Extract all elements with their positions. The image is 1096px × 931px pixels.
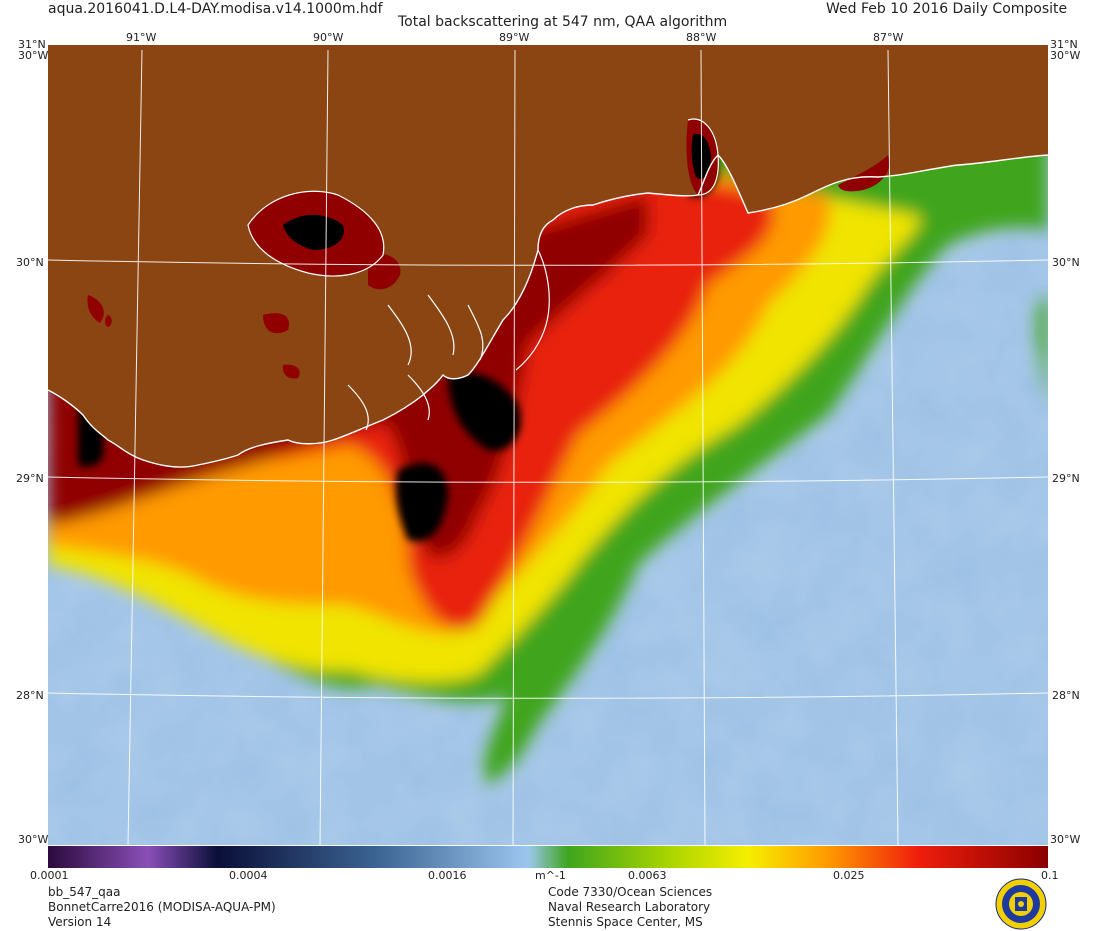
product-title: Total backscattering at 547 nm, QAA algo… [398, 14, 728, 30]
lat-label-29n-right: 29°N [1052, 472, 1080, 485]
institution-code: Code 7330/Ocean Sciences [548, 885, 713, 899]
corner-label-bottom-left: 30°W [18, 833, 49, 846]
colorbar [48, 846, 1048, 868]
lon-label-90w: 90°W [313, 31, 344, 44]
lon-label-88w: 88°W [686, 31, 717, 44]
colorbar-tick-1: 0.0004 [229, 869, 268, 882]
footer-institution: Code 7330/Ocean Sciences Naval Research … [548, 885, 712, 930]
graticule [48, 49, 1048, 845]
nrl-seal-icon [995, 878, 1047, 930]
lon-label-89w: 89°W [499, 31, 530, 44]
institution-location: Stennis Space Center, MS [548, 915, 703, 929]
colorbar-tick-3: 0.0063 [628, 869, 667, 882]
corner-label-top-left: 31°N [18, 38, 46, 51]
corner-label-top-left-lon: 30°W [18, 49, 49, 62]
colorbar-tick-2: 0.0016 [428, 869, 467, 882]
dataset-name: BonnetCarre2016 (MODISA-AQUA-PM) [48, 900, 276, 914]
inland-lakes [87, 119, 890, 379]
lat-label-30n-left: 30°N [16, 256, 44, 269]
marsh-edges [247, 118, 719, 431]
version-label: Version 14 [48, 915, 112, 929]
colorbar-tick-5: 0.1 [1041, 869, 1059, 882]
lat-label-28n-right: 28°N [1052, 689, 1080, 702]
corner-label-bottom-right: 30°W [1050, 833, 1081, 846]
land-mass [48, 45, 1048, 468]
lat-label-29n-left: 29°N [16, 472, 44, 485]
colorbar-unit: m^-1 [535, 869, 566, 882]
file-name: aqua.2016041.D.L4-DAY.modisa.v14.1000m.h… [48, 1, 383, 17]
backscatter-map [48, 45, 1048, 845]
corner-label-top-right-lon: 30°W [1050, 49, 1081, 62]
lon-label-87w: 87°W [873, 31, 904, 44]
lon-label-91w: 91°W [126, 31, 157, 44]
footer-product-info: bb_547_qaa BonnetCarre2016 (MODISA-AQUA-… [48, 885, 276, 930]
corner-label-top-right: 31°N [1050, 38, 1078, 51]
product-name: bb_547_qaa [48, 885, 121, 899]
coastline [48, 154, 1048, 468]
colorbar-tick-0: 0.0001 [30, 869, 69, 882]
lat-label-28n-left: 28°N [16, 689, 44, 702]
colorbar-tick-4: 0.025 [833, 869, 865, 882]
lat-label-30n-right: 30°N [1052, 256, 1080, 269]
institution-name: Naval Research Laboratory [548, 900, 711, 914]
composite-date: Wed Feb 10 2016 Daily Composite [826, 1, 1068, 17]
